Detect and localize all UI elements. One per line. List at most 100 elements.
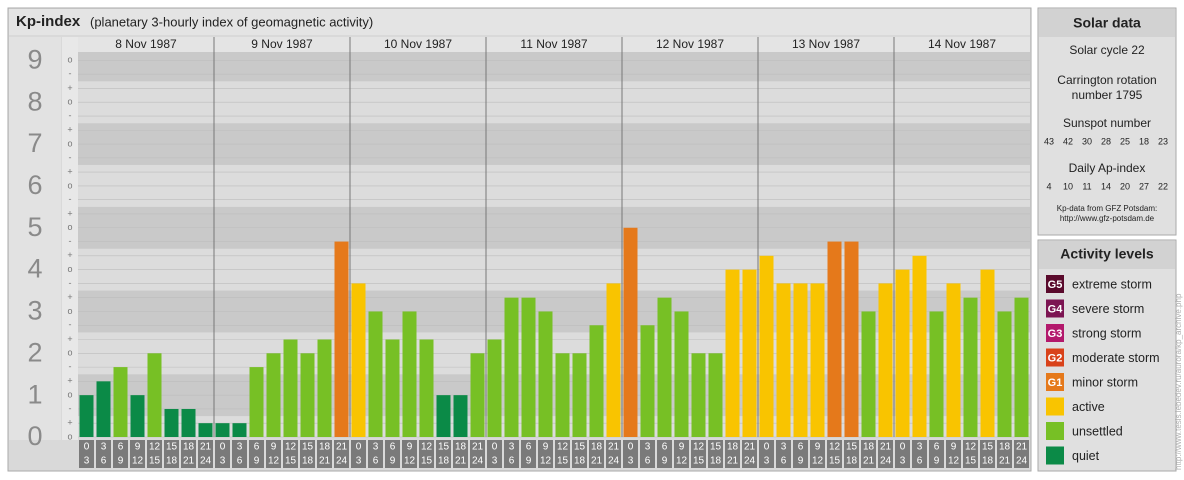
bar [1014, 297, 1029, 437]
time-label-start: 21 [608, 442, 620, 453]
time-label-start: 18 [455, 442, 467, 453]
y-tick-label: 0 [27, 421, 42, 451]
date-label: 11 Nov 1987 [520, 37, 587, 51]
source-line: http://www.gfz-potsdam.de [1060, 214, 1155, 223]
sunspot-title: Sunspot number [1063, 116, 1151, 130]
bar [402, 311, 417, 437]
time-cell [453, 440, 468, 468]
minor-tick-label: + [67, 418, 72, 428]
time-label-start: 0 [900, 442, 906, 453]
legend-label: unsettled [1072, 424, 1123, 438]
time-label-end: 3 [84, 456, 90, 467]
ap-value: 14 [1101, 181, 1111, 191]
time-label-start: 12 [285, 442, 297, 453]
y-tick-label: 5 [27, 212, 42, 242]
time-cell [385, 440, 400, 468]
time-cell [929, 440, 944, 468]
date-label: 10 Nov 1987 [384, 37, 452, 51]
time-label-start: 21 [1016, 442, 1028, 453]
credit: http://www.tesis.lebedev.ru/aurora/kp_ar… [1174, 293, 1183, 470]
solar-cycle: Solar cycle 22 [1069, 43, 1145, 57]
y-tick-label: 7 [27, 128, 42, 158]
time-cell [793, 440, 808, 468]
bar [861, 311, 876, 437]
date-header [78, 37, 214, 52]
bar [300, 353, 315, 437]
bar [368, 311, 383, 437]
time-label-end: 6 [373, 456, 379, 467]
minor-tick-label: o [67, 138, 72, 148]
bar [827, 241, 842, 437]
time-cell [300, 440, 315, 468]
bar [623, 227, 638, 437]
time-cell [776, 440, 791, 468]
time-label-start: 18 [183, 442, 195, 453]
legend-code: G5 [1048, 279, 1063, 291]
time-label-start: 6 [390, 442, 396, 453]
time-label-start: 15 [574, 442, 586, 453]
level-band [78, 52, 1030, 82]
date-header [350, 37, 486, 52]
time-label-start: 3 [917, 442, 923, 453]
bar [912, 255, 927, 437]
date-label: 9 Nov 1987 [251, 37, 313, 51]
time-label-end: 6 [917, 456, 923, 467]
bar [198, 423, 213, 437]
time-label-start: 0 [84, 442, 90, 453]
time-cell [963, 440, 978, 468]
time-label-start: 3 [509, 442, 515, 453]
time-cell [232, 440, 247, 468]
time-cell [351, 440, 366, 468]
time-cell [895, 440, 910, 468]
bar [130, 395, 145, 437]
minor-tick-label: - [69, 278, 72, 288]
time-label-end: 9 [254, 456, 260, 467]
time-cell [96, 440, 111, 468]
time-label-start: 12 [829, 442, 841, 453]
time-cell [436, 440, 451, 468]
time-cell [198, 440, 213, 468]
date-header [214, 37, 350, 52]
time-label-start: 18 [999, 442, 1011, 453]
time-label-end: 12 [268, 456, 280, 467]
time-label-start: 9 [271, 442, 277, 453]
date-header [486, 37, 622, 52]
time-cell [317, 440, 332, 468]
time-label-end: 24 [200, 456, 212, 467]
time-label-end: 18 [302, 456, 314, 467]
time-cell [572, 440, 587, 468]
bar [725, 269, 740, 437]
legend-label: moderate storm [1072, 351, 1160, 365]
time-label-start: 21 [336, 442, 348, 453]
time-cell [470, 440, 485, 468]
time-label-start: 9 [815, 442, 821, 453]
time-label-start: 15 [982, 442, 994, 453]
legend-label: minor storm [1072, 375, 1138, 389]
legend-swatch [1046, 299, 1064, 318]
time-cell [538, 440, 553, 468]
minor-tick-label: o [67, 180, 72, 190]
time-label-start: 9 [407, 442, 413, 453]
time-label-end: 3 [356, 456, 362, 467]
time-label-start: 3 [101, 442, 107, 453]
minor-tick-label: + [67, 292, 72, 302]
legend-label: active [1072, 400, 1105, 414]
time-cell [249, 440, 264, 468]
bar [283, 339, 298, 437]
time-label-end: 3 [492, 456, 498, 467]
minor-tick-label: + [67, 208, 72, 218]
solar-title: Solar data [1073, 15, 1141, 31]
bar [776, 283, 791, 437]
bar [351, 283, 366, 437]
y-tick-label: 1 [27, 379, 42, 409]
time-cell [1014, 440, 1029, 468]
time-cell [844, 440, 859, 468]
y-label-column [9, 37, 61, 440]
carrington-line: number 1795 [1072, 88, 1143, 102]
minor-tick-label: o [67, 222, 72, 232]
time-label-end: 24 [1016, 456, 1028, 467]
minor-tick-label: - [69, 110, 72, 120]
time-label-end: 18 [438, 456, 450, 467]
time-cell [130, 440, 145, 468]
time-label-end: 18 [574, 456, 586, 467]
